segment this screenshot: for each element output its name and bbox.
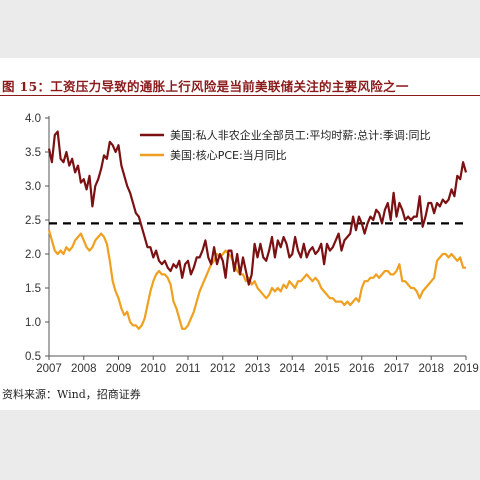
- x-tick-label: 2010: [140, 363, 166, 375]
- y-tick-label: 1.5: [25, 283, 41, 295]
- x-tick-label: 2017: [384, 363, 410, 375]
- x-tick-label: 2007: [36, 363, 62, 375]
- legend-label-1: 美国:私人非农企业全部员工:平均时薪:总计:季调:同比: [170, 128, 431, 142]
- x-tick-label: 2015: [314, 363, 340, 375]
- y-tick-label: 3.0: [25, 181, 41, 193]
- x-tick-label: 2016: [349, 363, 375, 375]
- series-line-2: [47, 229, 466, 330]
- figure-title: 图 15：工资压力导致的通胀上行风险是当前美联储关注的主要风险之一: [2, 79, 409, 94]
- series-layer: [47, 130, 468, 330]
- axes: 0.5 1.0 1.5 2.0 2.5 3.0 3.5 4.0 2007 2008 2009 2010…: [25, 113, 479, 375]
- x-tick-label: 2014: [279, 363, 305, 375]
- source-note: 资料来源：Wind，招商证券: [2, 388, 141, 401]
- y-tick-label: 2.5: [25, 215, 41, 227]
- legend-label-2: 美国:核心PCE:当月同比: [170, 148, 287, 162]
- series-line-1: [47, 130, 468, 286]
- x-tick-label: 2008: [71, 363, 97, 375]
- y-tick-label: 0.5: [25, 351, 41, 363]
- x-tick-label: 2011: [176, 363, 201, 375]
- x-tick-label: 2013: [245, 363, 271, 375]
- title-rule: [0, 95, 480, 96]
- x-tick-label: 2012: [210, 363, 236, 375]
- x-tick-label: 2009: [106, 363, 132, 375]
- y-tick-label: 3.5: [25, 147, 41, 159]
- y-tick-label: 4.0: [25, 113, 41, 125]
- x-tick-label: 2018: [418, 363, 444, 375]
- y-tick-label: 1.0: [25, 317, 41, 329]
- y-tick-label: 2.0: [25, 249, 41, 261]
- x-tick-label: 2019: [453, 363, 479, 375]
